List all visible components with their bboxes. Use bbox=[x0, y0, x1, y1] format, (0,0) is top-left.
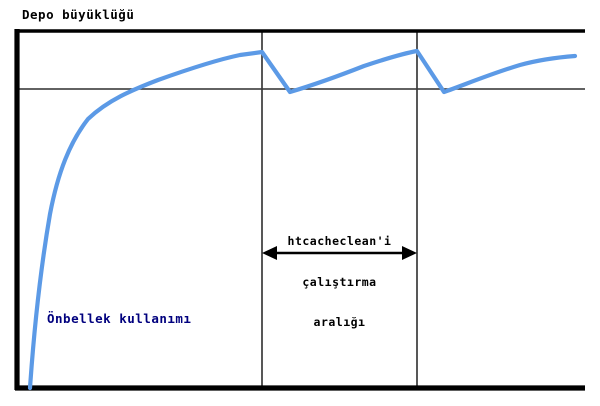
arrow-head-left bbox=[262, 246, 277, 260]
interval-annotation-line-3: aralığı bbox=[313, 315, 366, 329]
cache-usage-label: Önbellek kullanımı bbox=[47, 311, 192, 326]
cache-usage-curve bbox=[27, 48, 578, 391]
arrow-head-right bbox=[402, 246, 417, 260]
interval-arrow bbox=[262, 246, 417, 260]
axis-title: Depo büyüklüğü bbox=[22, 7, 135, 22]
interval-annotation-line-1: htcacheclean'i bbox=[287, 234, 392, 248]
interval-annotation: htcacheclean'i çalıştırma aralığı bbox=[262, 208, 417, 357]
interval-annotation-line-2: çalıştırma bbox=[302, 274, 377, 289]
